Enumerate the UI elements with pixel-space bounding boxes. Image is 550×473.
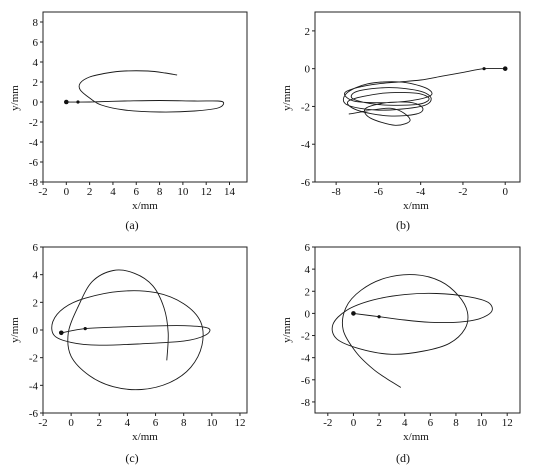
x-tick-label: 10 bbox=[177, 186, 189, 198]
x-tick-label: 8 bbox=[157, 186, 163, 198]
y-tick-label: 6 bbox=[305, 242, 311, 254]
x-axis-title: x/mm bbox=[132, 431, 158, 443]
y-tick-label: -4 bbox=[301, 139, 311, 151]
x-tick-label: 6 bbox=[428, 417, 434, 429]
x-tick-label: 0 bbox=[68, 417, 74, 429]
x-tick-label: 12 bbox=[234, 417, 245, 429]
plot-frame bbox=[314, 11, 521, 183]
panel-c: -2 0 2 4 6 8 10 12 -6 -4 -2 0 2 4 6 x/mm y/mm (c) bbox=[9, 242, 248, 465]
y-tick-label: 8 bbox=[33, 17, 39, 29]
x-tick-label: -8 bbox=[332, 186, 342, 198]
start-point-marker bbox=[64, 99, 69, 105]
y-tick-label: 4 bbox=[305, 264, 311, 276]
x-tick-label: 2 bbox=[376, 417, 382, 429]
y-tick-label: 0 bbox=[33, 325, 39, 337]
direction-marker bbox=[76, 100, 80, 104]
x-tick-label: -4 bbox=[416, 186, 426, 198]
y-tick-label: -4 bbox=[301, 353, 311, 365]
y-axis-title: y/mm bbox=[9, 85, 21, 111]
y-tick-label: 0 bbox=[33, 97, 39, 109]
x-tick-label: 0 bbox=[64, 186, 70, 198]
x-axis-title: x/mm bbox=[403, 431, 429, 443]
x-tick-label: -2 bbox=[38, 186, 47, 198]
x-tick-label: 4 bbox=[110, 186, 116, 198]
y-tick-label: -2 bbox=[301, 331, 310, 343]
y-tick-label: -2 bbox=[301, 101, 310, 113]
panel-d: -2 0 2 4 6 8 10 12 -8 -6 -4 -2 0 2 4 6 x/mm y/mm (d) bbox=[281, 242, 521, 465]
y-tick-label: 2 bbox=[305, 26, 311, 38]
y-tick-label: 0 bbox=[305, 64, 311, 76]
direction-marker bbox=[482, 67, 486, 71]
start-point-marker bbox=[58, 330, 64, 336]
y-tick-label: -8 bbox=[29, 177, 39, 189]
x-tick-label: 10 bbox=[206, 417, 218, 429]
x-tick-label: 0 bbox=[502, 186, 508, 198]
panel-caption: (d) bbox=[396, 451, 410, 465]
y-tick-label: -4 bbox=[29, 137, 39, 149]
panel-caption: (b) bbox=[396, 218, 410, 232]
plot-frame bbox=[42, 11, 248, 183]
y-tick-label: -4 bbox=[29, 380, 39, 392]
trajectory-line bbox=[66, 70, 225, 113]
panel-caption: (a) bbox=[125, 218, 138, 232]
direction-marker bbox=[377, 315, 381, 319]
y-tick-label: -8 bbox=[301, 397, 311, 409]
x-tick-label: 2 bbox=[97, 417, 103, 429]
direction-marker bbox=[83, 327, 87, 331]
y-tick-label: 4 bbox=[33, 270, 39, 282]
x-tick-label: 6 bbox=[153, 417, 159, 429]
start-point-marker bbox=[351, 311, 356, 316]
trajectory-line bbox=[331, 274, 493, 388]
y-axis-title: y/mm bbox=[9, 317, 21, 343]
y-tick-label: -2 bbox=[29, 117, 38, 129]
x-tick-label: -2 bbox=[323, 417, 332, 429]
y-tick-label: 2 bbox=[305, 286, 311, 298]
y-axis-title: y/mm bbox=[281, 85, 293, 111]
panel-b: -8 -6 -4 -2 0 -6 -4 -2 0 2 x/mm y/mm (b) bbox=[281, 11, 521, 232]
y-axis-title: y/mm bbox=[281, 317, 293, 343]
x-tick-label: 12 bbox=[502, 417, 513, 429]
y-tick-label: 2 bbox=[33, 297, 39, 309]
x-tick-label: -6 bbox=[374, 186, 384, 198]
x-tick-label: 0 bbox=[351, 417, 357, 429]
panel-caption: (c) bbox=[125, 451, 138, 465]
y-tick-label: 2 bbox=[33, 77, 39, 89]
y-tick-label: 0 bbox=[305, 308, 311, 320]
y-tick-label: 6 bbox=[33, 242, 39, 254]
trajectory-line bbox=[342, 67, 506, 126]
y-tick-label: -6 bbox=[301, 177, 311, 189]
start-point-marker bbox=[502, 66, 508, 71]
y-tick-label: 6 bbox=[33, 37, 39, 49]
x-tick-label: 10 bbox=[476, 417, 488, 429]
x-tick-label: 12 bbox=[201, 186, 212, 198]
x-tick-label: 4 bbox=[402, 417, 408, 429]
x-tick-label: -2 bbox=[38, 417, 47, 429]
x-tick-label: 6 bbox=[134, 186, 140, 198]
panel-a: -2 0 2 4 6 8 10 12 14 -8 -6 -4 -2 0 2 4 6 8 x/mm y/mm (a) bbox=[9, 11, 248, 232]
x-axis-title: x/mm bbox=[132, 200, 158, 212]
plot-frame bbox=[314, 246, 521, 414]
x-tick-label: 4 bbox=[125, 417, 131, 429]
x-tick-label: -2 bbox=[458, 186, 467, 198]
x-axis-title: x/mm bbox=[403, 200, 429, 212]
y-tick-label: -6 bbox=[29, 408, 39, 420]
y-tick-label: -2 bbox=[29, 353, 38, 365]
x-tick-label: 2 bbox=[87, 186, 93, 198]
x-tick-label: 14 bbox=[224, 186, 236, 198]
y-tick-label: -6 bbox=[29, 157, 39, 169]
y-tick-label: -6 bbox=[301, 375, 311, 387]
y-tick-label: 4 bbox=[33, 57, 39, 69]
x-tick-label: 8 bbox=[181, 417, 187, 429]
x-tick-label: 8 bbox=[453, 417, 459, 429]
trajectory-line bbox=[51, 269, 211, 391]
